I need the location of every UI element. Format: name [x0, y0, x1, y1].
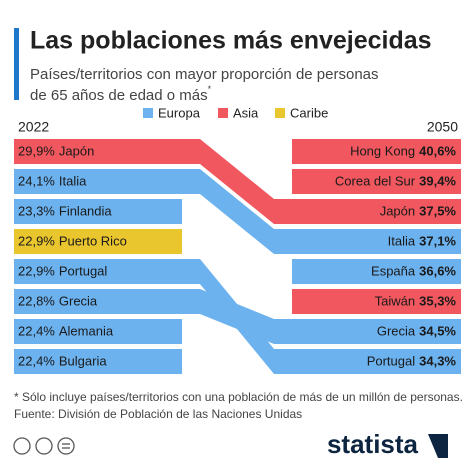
right-row-label: Taiwán 35,3%	[375, 294, 457, 309]
left-category: Alemania	[59, 324, 114, 339]
right-bar	[292, 349, 461, 374]
bands	[180, 139, 294, 374]
left-row-label: 24,1% Italia	[18, 174, 87, 189]
left-category: Grecia	[59, 294, 98, 309]
left-row-label: 22,9% Puerto Rico	[18, 234, 127, 249]
nd-icon	[57, 437, 75, 455]
right-value-label: 37,5%	[419, 204, 456, 219]
connector-band	[180, 289, 294, 344]
right-value-label: 34,3%	[419, 354, 456, 369]
right-row-label: España 36,6%	[371, 264, 456, 279]
connector-band	[180, 139, 294, 224]
left-row-label: 22,8% Grecia	[18, 294, 98, 309]
subtitle-line: de 65 años de edad o más	[30, 87, 208, 104]
subtitle-mark: *	[208, 84, 212, 94]
right-year: 2050	[427, 119, 458, 135]
right-category: Corea del Sur	[335, 174, 416, 189]
right-bar	[292, 319, 461, 344]
left-category: Portugal	[59, 264, 108, 279]
right-row-label: Corea del Sur 39,4%	[335, 174, 457, 189]
legend-swatch	[143, 108, 153, 118]
left-value-label: 22,9%	[18, 264, 55, 279]
right-category: Italia	[388, 234, 416, 249]
left-value-label: 22,9%	[18, 234, 55, 249]
right-row-label: Hong Kong 40,6%	[350, 144, 456, 159]
right-bar	[292, 139, 461, 164]
right-category: Hong Kong	[350, 144, 415, 159]
left-bar	[14, 289, 182, 314]
left-row-label: 22,4% Bulgaria	[18, 354, 107, 369]
right-row-label: Grecia 34,5%	[377, 324, 457, 339]
right-bar	[292, 259, 461, 284]
left-year: 2022	[18, 119, 49, 135]
left-value-label: 22,4%	[18, 354, 55, 369]
left-bar	[14, 259, 182, 284]
legend-swatch	[275, 108, 285, 118]
right-value-label: 39,4%	[419, 174, 456, 189]
source: Fuente: División de Población de las Nac…	[14, 407, 302, 421]
left-bar	[14, 169, 182, 194]
by-icon	[35, 437, 53, 455]
right-row-label: Italia 37,1%	[388, 234, 457, 249]
legend-label: Europa	[158, 105, 201, 120]
left-value-label: 29,9%	[18, 144, 55, 159]
right-bar	[292, 169, 461, 194]
right-bar	[292, 199, 461, 224]
right-category: Taiwán	[375, 294, 415, 309]
left-bar	[14, 199, 182, 224]
title-accent	[14, 28, 19, 100]
legend-label: Caribe	[290, 105, 328, 120]
left-row-label: 22,4% Alemania	[18, 324, 114, 339]
right-bar	[292, 229, 461, 254]
chart-title: Las poblaciones más envejecidas	[30, 27, 432, 55]
right-value-label: 35,3%	[419, 294, 456, 309]
left-row-label: 23,3% Finlandia	[18, 204, 112, 219]
cc-icon	[13, 437, 31, 455]
right-value-label: 34,5%	[419, 324, 456, 339]
right-row-label: Japón 37,5%	[380, 204, 457, 219]
legend-swatch	[218, 108, 228, 118]
left-category: Finlandia	[59, 204, 113, 219]
license-icons	[13, 437, 75, 455]
brand: statista	[327, 429, 419, 459]
left-value-label: 24,1%	[18, 174, 55, 189]
left-row-label: 22,9% Portugal	[18, 264, 107, 279]
right-bar	[292, 289, 461, 314]
right-category: España	[371, 264, 416, 279]
right-category: Grecia	[377, 324, 416, 339]
left-category: Bulgaria	[59, 354, 107, 369]
left-value-label: 22,4%	[18, 324, 55, 339]
left-value-label: 22,8%	[18, 294, 55, 309]
right-value-label: 36,6%	[419, 264, 456, 279]
subtitle: Países/territorios con mayor proporción …	[30, 66, 379, 83]
footnote: * Sólo incluye países/territorios con un…	[14, 390, 463, 404]
right-value-label: 40,6%	[419, 144, 456, 159]
right-value-label: 37,1%	[419, 234, 456, 249]
left-bar	[14, 229, 182, 254]
brand-logo	[428, 434, 448, 458]
left-bar	[14, 139, 182, 164]
connector-band	[180, 169, 294, 254]
right-category: Japón	[380, 204, 415, 219]
left-bar	[14, 349, 182, 374]
right-row-label: Portugal 34,3%	[367, 354, 457, 369]
left-value-label: 23,3%	[18, 204, 55, 219]
legend-label: Asia	[233, 105, 259, 120]
left-category: Puerto Rico	[59, 234, 127, 249]
left-category: Italia	[59, 174, 87, 189]
subtitle: de 65 años de edad o más*	[30, 84, 212, 104]
left-row-label: 29,9% Japón	[18, 144, 94, 159]
left-bar	[14, 319, 182, 344]
rows: 29,9% Japón 24,1% Italia 23,3% Finlandia 22,9%…	[14, 139, 461, 374]
legend: Europa Asia Caribe	[143, 105, 328, 120]
left-category: Japón	[59, 144, 94, 159]
right-category: Portugal	[367, 354, 416, 369]
